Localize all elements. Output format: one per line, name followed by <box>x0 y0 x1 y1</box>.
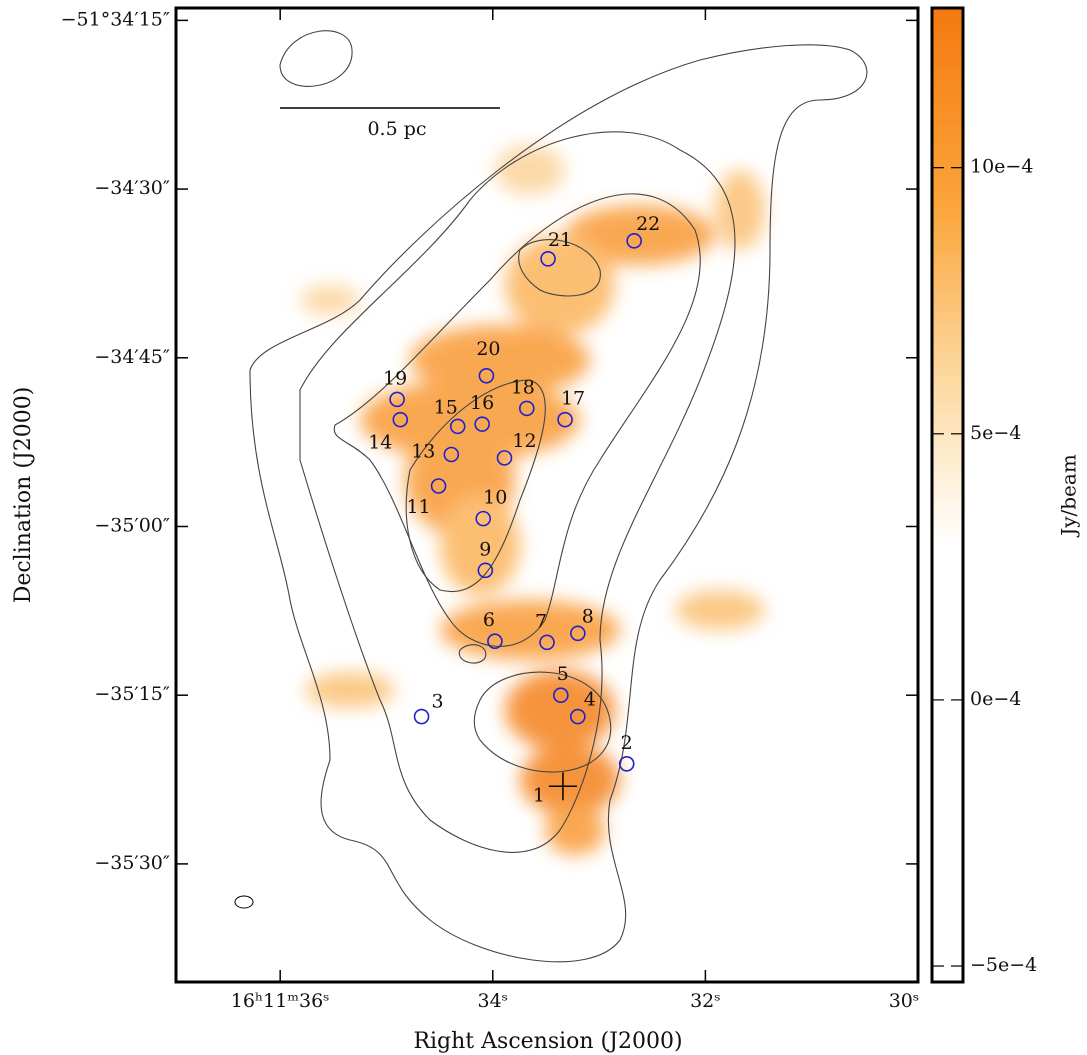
x-tick-label: 16ʰ11ᵐ36ˢ <box>231 990 330 1012</box>
source-marker <box>475 510 492 527</box>
source-label: 2 <box>621 732 633 754</box>
source-marker <box>478 367 495 384</box>
source-marker <box>443 446 460 463</box>
y-tick-label: −35′15″ <box>94 683 170 705</box>
source-marker <box>477 562 494 579</box>
y-tick-label: −34′30″ <box>94 177 170 199</box>
source-label: 20 <box>476 338 500 360</box>
source-label: 4 <box>584 689 596 711</box>
colorbar-tick-label: 5e−4 <box>970 422 1021 444</box>
colorbar <box>930 6 965 984</box>
source-label: 16 <box>470 392 494 414</box>
source-label: 15 <box>434 396 458 418</box>
source-cross <box>548 772 577 801</box>
colorbar-tick-label: −5e−4 <box>970 954 1037 976</box>
source-label: 7 <box>535 610 547 632</box>
source-marker <box>449 418 466 435</box>
source-marker <box>540 251 556 267</box>
source-label: 13 <box>411 441 435 463</box>
source-label: 9 <box>479 538 491 560</box>
source-label: 1 <box>533 784 545 806</box>
source-marker <box>474 416 490 432</box>
source-marker <box>430 478 447 494</box>
source-label: 6 <box>483 609 495 631</box>
source-label: 8 <box>582 605 594 627</box>
source-marker <box>392 411 409 428</box>
x-tick-label: 34ˢ <box>477 990 508 1012</box>
source-marker <box>519 400 535 417</box>
source-label: 10 <box>483 487 507 509</box>
source-marker <box>496 450 513 466</box>
source-label: 5 <box>557 663 569 685</box>
source-marker <box>618 756 635 772</box>
source-label: 12 <box>512 430 536 452</box>
source-marker <box>553 687 569 703</box>
scale-bar-label: 0.5 pc <box>367 118 426 140</box>
source-label: 14 <box>368 432 392 454</box>
source-marker <box>626 233 642 249</box>
source-marker <box>389 391 405 408</box>
colorbar-tick-label: 0e−4 <box>970 688 1021 710</box>
plot-frame <box>174 6 920 984</box>
colorbar-title: Jy/beam <box>1057 454 1081 538</box>
source-marker <box>413 708 430 725</box>
source-marker <box>570 708 586 725</box>
source-marker <box>487 633 503 650</box>
source-label: 18 <box>511 376 535 398</box>
y-axis-title: Declination (J2000) <box>11 387 36 604</box>
emission-image <box>249 30 868 963</box>
source-label: 17 <box>561 388 585 410</box>
y-tick-label: −35′00″ <box>94 514 170 536</box>
source-label: 22 <box>636 213 660 235</box>
y-tick-label: −34′45″ <box>94 346 170 368</box>
beam <box>234 895 254 909</box>
y-tick-label: −51°34′15″ <box>61 8 170 30</box>
source-marker <box>570 625 586 642</box>
source-label: 19 <box>383 367 407 389</box>
x-axis-title: Right Ascension (J2000) <box>413 1029 682 1054</box>
source-label: 11 <box>406 496 430 518</box>
source-label: 3 <box>432 691 444 713</box>
source-label: 21 <box>548 229 572 251</box>
colorbar-tick-label: 10e−4 <box>970 156 1033 178</box>
x-tick-label: 30ˢ <box>889 990 920 1012</box>
source-marker <box>539 634 555 651</box>
x-tick-label: 32ˢ <box>690 990 721 1012</box>
source-marker <box>557 411 573 428</box>
y-tick-label: −35′30″ <box>94 852 170 874</box>
